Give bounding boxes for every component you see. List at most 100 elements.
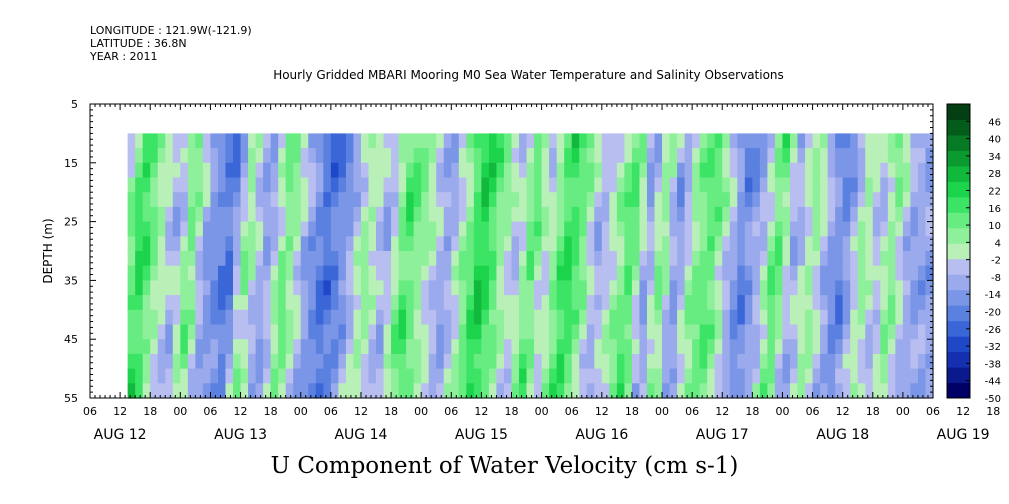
heatmap-cell [835, 353, 844, 370]
heatmap-cell [654, 280, 663, 296]
heatmap-cell [195, 353, 204, 370]
heatmap-cell [624, 339, 633, 355]
heatmap-cell [368, 148, 377, 164]
heatmap-cell [827, 295, 836, 311]
heatmap-cell [406, 162, 415, 179]
heatmap-cell [142, 383, 151, 399]
x-tick-label: 06 [203, 405, 217, 418]
heatmap-cell [767, 251, 776, 267]
heatmap-cell [571, 324, 580, 340]
heatmap-cell [684, 383, 693, 399]
heatmap-cell [210, 236, 219, 252]
heatmap-cell [172, 206, 181, 223]
heatmap-cell [594, 353, 603, 370]
heatmap-cell [534, 221, 543, 237]
heatmap-cell [217, 353, 227, 370]
heatmap-cell [315, 309, 324, 326]
heatmap-cell [541, 206, 550, 223]
heatmap-cell [519, 177, 528, 193]
heatmap-cell [902, 368, 912, 384]
heatmap-cell [805, 309, 814, 326]
heatmap-cell [895, 295, 904, 311]
heatmap-cell [473, 295, 482, 311]
heatmap-cell [172, 309, 181, 326]
heatmap-cell [564, 148, 573, 164]
heatmap-cell [797, 162, 806, 179]
heatmap-cell [458, 368, 467, 384]
heatmap-cell [692, 221, 701, 237]
heatmap-cell [127, 295, 136, 311]
heatmap-cell [180, 206, 189, 223]
heatmap-cell [451, 162, 460, 179]
heatmap-cell [473, 280, 482, 296]
heatmap-cell [270, 280, 279, 296]
heatmap-cell [217, 206, 227, 223]
heatmap-cell [308, 221, 317, 237]
heatmap-cell [850, 295, 859, 311]
heatmap-cell [481, 236, 490, 252]
heatmap-cell [609, 265, 618, 281]
heatmap-cell [519, 162, 528, 179]
heatmap-cell [466, 353, 475, 370]
heatmap-cell [519, 192, 528, 208]
heatmap-cell [616, 265, 626, 281]
heatmap-cell [421, 353, 430, 370]
heatmap-cell [270, 192, 279, 208]
heatmap-cell [601, 265, 610, 281]
heatmap-cell [805, 221, 814, 237]
heatmap-cell [150, 148, 159, 164]
y-tick-label: 35 [64, 274, 78, 287]
heatmap-cell [323, 295, 332, 311]
heatmap-cell [436, 177, 445, 193]
heatmap-cell [752, 192, 761, 208]
heatmap-cell [789, 192, 799, 208]
heatmap-cell [895, 265, 904, 281]
heatmap-cell [233, 353, 242, 370]
heatmap-cell [699, 309, 708, 326]
heatmap-cell [917, 309, 927, 326]
heatmap-cell [270, 148, 279, 164]
heatmap-cell [526, 236, 535, 252]
heatmap-cell [654, 251, 663, 267]
heatmap-cell [872, 251, 881, 267]
heatmap-cell [752, 221, 761, 237]
heatmap-cell [503, 236, 513, 252]
heatmap-cell [887, 221, 896, 237]
heatmap-cell [511, 353, 520, 370]
heatmap-cell [353, 206, 362, 223]
heatmap-cell [594, 280, 603, 296]
heatmap-cell [609, 236, 618, 252]
heatmap-cell [805, 177, 814, 193]
heatmap-cell [338, 309, 347, 326]
heatmap-cell [142, 339, 151, 355]
heatmap-cell [383, 280, 392, 296]
heatmap-cell [910, 192, 919, 208]
heatmap-cell [857, 192, 866, 208]
heatmap-cell [729, 280, 738, 296]
heatmap-cell [202, 251, 212, 267]
heatmap-cell [744, 309, 753, 326]
heatmap-cell [534, 133, 543, 149]
heatmap-cell [662, 280, 671, 296]
heatmap-cell [805, 324, 814, 340]
heatmap-cell [601, 368, 610, 384]
heatmap-cell [202, 295, 212, 311]
heatmap-cell [752, 383, 761, 399]
heatmap-cell [187, 148, 196, 164]
heatmap-cell [887, 309, 896, 326]
heatmap-cell [330, 368, 339, 384]
heatmap-cell [737, 353, 746, 370]
heatmap-cell [789, 324, 799, 340]
heatmap-cell [631, 295, 641, 311]
heatmap-cell [413, 236, 422, 252]
heatmap-cell [609, 339, 618, 355]
heatmap-cell [820, 353, 829, 370]
heatmap-cell [707, 221, 716, 237]
heatmap-cell [248, 324, 257, 340]
heatmap-cell [684, 353, 693, 370]
heatmap-cell [202, 162, 212, 179]
heatmap-cell [895, 221, 904, 237]
heatmap-cell [255, 148, 264, 164]
heatmap-cell [902, 133, 912, 149]
